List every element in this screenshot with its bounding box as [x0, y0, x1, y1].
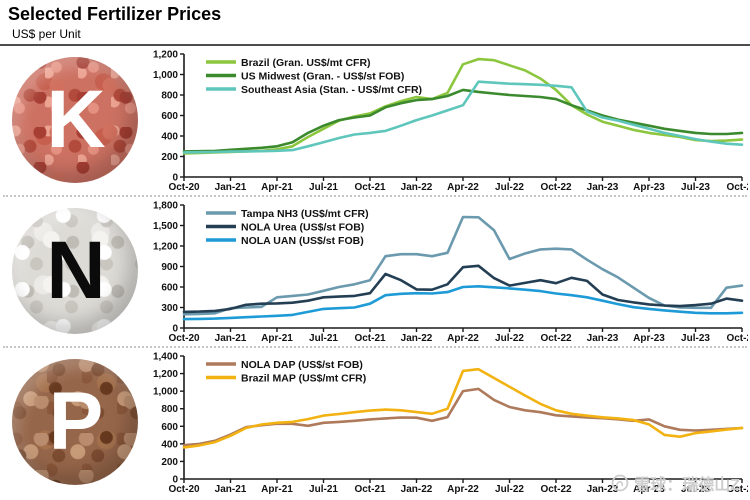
nitrogen-price-chart: 0 300 600 900 1,200 1,500 1,800 Oct-20 Jan-21 Apr… — [146, 197, 750, 345]
svg-text:Jan-21: Jan-21 — [215, 484, 247, 495]
potash-letter: K — [46, 74, 105, 166]
page-title: Selected Fertilizer Prices — [8, 4, 222, 24]
svg-text:800: 800 — [161, 404, 178, 415]
svg-text:Apr-21: Apr-21 — [261, 333, 293, 344]
svg-text:Apr-22: Apr-22 — [447, 333, 479, 344]
svg-text:200: 200 — [161, 152, 178, 163]
panel-nitrogen: N 0 300 600 900 1,200 1,500 1,800 Oct-20 Jan-21 A… — [0, 197, 750, 346]
svg-text:Apr-21: Apr-21 — [261, 182, 293, 193]
xueqiu-snowball-icon — [611, 474, 629, 492]
svg-text:1,500: 1,500 — [153, 221, 178, 232]
svg-text:Tampa NH3 (US$/mt CFR): Tampa NH3 (US$/mt CFR) — [241, 208, 369, 220]
nitrogen-chart-svg: 0 300 600 900 1,200 1,500 1,800 Oct-20 Jan-21 Apr… — [153, 201, 748, 345]
panel-divider — [3, 194, 747, 197]
panel-phosphate: P 0 200 400 600 800 1,000 1,200 1,400 Oct-20 Jan-… — [0, 348, 750, 497]
svg-text:Oct-22: Oct-22 — [540, 484, 572, 495]
svg-text:Oct-23: Oct-23 — [726, 333, 748, 344]
svg-text:600: 600 — [161, 422, 178, 433]
svg-text:Apr-22: Apr-22 — [447, 484, 479, 495]
svg-text:1,800: 1,800 — [153, 201, 178, 212]
svg-text:1,000: 1,000 — [153, 70, 178, 81]
svg-text:Oct-21: Oct-21 — [354, 484, 386, 495]
svg-text:Jan-22: Jan-22 — [401, 182, 433, 193]
svg-text:600: 600 — [161, 283, 178, 294]
svg-text:Jan-22: Jan-22 — [401, 333, 433, 344]
svg-text:0: 0 — [172, 173, 178, 184]
watermark: 雪球：瑞德山Z — [611, 471, 740, 495]
svg-text:900: 900 — [161, 262, 178, 273]
svg-text:Brazil (Gran. US$/mt CFR): Brazil (Gran. US$/mt CFR) — [241, 57, 371, 69]
svg-text:Jan-23: Jan-23 — [587, 182, 619, 193]
svg-text:300: 300 — [161, 303, 178, 314]
svg-text:Jul-22: Jul-22 — [495, 333, 524, 344]
svg-text:Jul-22: Jul-22 — [495, 484, 524, 495]
panel-divider — [3, 345, 747, 348]
svg-text:NOLA Urea (US$/st FOB): NOLA Urea (US$/st FOB) — [241, 221, 364, 233]
phosphate-letter: P — [48, 376, 104, 468]
svg-text:1,200: 1,200 — [153, 50, 178, 61]
nitrogen-letter: N — [46, 225, 105, 317]
svg-text:Jan-21: Jan-21 — [215, 182, 247, 193]
potash-chart-svg: 0 200 400 600 800 1,000 1,200 Oct-20 Jan-21 Apr-2… — [153, 50, 748, 194]
svg-text:US Midwest (Gran. - US$/st FOB: US Midwest (Gran. - US$/st FOB) — [241, 70, 404, 82]
svg-text:NOLA DAP (US$/st FOB): NOLA DAP (US$/st FOB) — [241, 359, 363, 371]
phosphate-chart-svg: 0 200 400 600 800 1,000 1,200 1,400 Oct-20 Jan-21… — [153, 352, 748, 496]
svg-text:Oct-23: Oct-23 — [726, 182, 748, 193]
svg-text:1,000: 1,000 — [153, 387, 178, 398]
panel-potash: K 0 200 400 600 800 1,000 1,200 Oct-20 Jan-21 Apr… — [0, 46, 750, 195]
svg-text:Jan-22: Jan-22 — [401, 484, 433, 495]
svg-text:1,200: 1,200 — [153, 369, 178, 380]
svg-text:Brazil MAP (US$/mt CFR): Brazil MAP (US$/mt CFR) — [241, 372, 366, 384]
potash-price-chart: 0 200 400 600 800 1,000 1,200 Oct-20 Jan-21 Apr-2… — [146, 46, 750, 194]
svg-text:Oct-20: Oct-20 — [168, 333, 200, 344]
svg-text:Oct-21: Oct-21 — [354, 182, 386, 193]
svg-text:Oct-21: Oct-21 — [354, 333, 386, 344]
svg-text:0: 0 — [172, 324, 178, 335]
svg-text:Oct-23: Oct-23 — [726, 484, 748, 495]
phosphate-price-chart: 0 200 400 600 800 1,000 1,200 1,400 Oct-20 Jan-21… — [146, 348, 750, 496]
potash-granules-icon: K — [12, 57, 138, 184]
svg-text:Apr-23: Apr-23 — [633, 182, 665, 193]
svg-text:1,200: 1,200 — [153, 242, 178, 253]
svg-text:0: 0 — [172, 475, 178, 486]
svg-text:800: 800 — [161, 91, 178, 102]
svg-text:Oct-22: Oct-22 — [540, 182, 572, 193]
phosphate-granules-icon: P — [12, 359, 138, 486]
svg-text:Jul-22: Jul-22 — [495, 182, 524, 193]
header-divider — [0, 43, 750, 46]
page-subtitle: US$ per Unit — [12, 26, 81, 41]
svg-text:400: 400 — [161, 132, 178, 143]
svg-text:Oct-22: Oct-22 — [540, 333, 572, 344]
svg-text:Apr-21: Apr-21 — [261, 484, 293, 495]
svg-text:200: 200 — [161, 457, 178, 468]
svg-text:Jan-23: Jan-23 — [587, 484, 619, 495]
watermark-text: 雪球：瑞德山Z — [634, 476, 740, 494]
svg-text:Apr-22: Apr-22 — [447, 182, 479, 193]
svg-text:400: 400 — [161, 440, 178, 451]
svg-text:Jul-23: Jul-23 — [681, 333, 710, 344]
svg-text:Jul-23: Jul-23 — [681, 484, 710, 495]
svg-text:600: 600 — [161, 111, 178, 122]
page-header: Selected Fertilizer Prices US$ per Unit — [0, 0, 750, 41]
svg-text:Jan-21: Jan-21 — [215, 333, 247, 344]
svg-text:Southeast Asia (Stan. - US$/mt: Southeast Asia (Stan. - US$/mt CFR) — [241, 84, 422, 96]
svg-text:Jan-23: Jan-23 — [587, 333, 619, 344]
svg-text:Apr-23: Apr-23 — [633, 484, 665, 495]
svg-text:Oct-20: Oct-20 — [168, 484, 200, 495]
svg-text:Apr-23: Apr-23 — [633, 333, 665, 344]
svg-text:Jul-21: Jul-21 — [309, 484, 338, 495]
svg-text:NOLA UAN (US$/st FOB): NOLA UAN (US$/st FOB) — [241, 235, 364, 247]
svg-text:Jul-21: Jul-21 — [309, 182, 338, 193]
nitrogen-prills-icon: N — [12, 208, 138, 335]
svg-text:Oct-20: Oct-20 — [168, 182, 200, 193]
svg-text:1,400: 1,400 — [153, 352, 178, 363]
svg-text:Jul-21: Jul-21 — [309, 333, 338, 344]
svg-text:Jul-23: Jul-23 — [681, 182, 710, 193]
